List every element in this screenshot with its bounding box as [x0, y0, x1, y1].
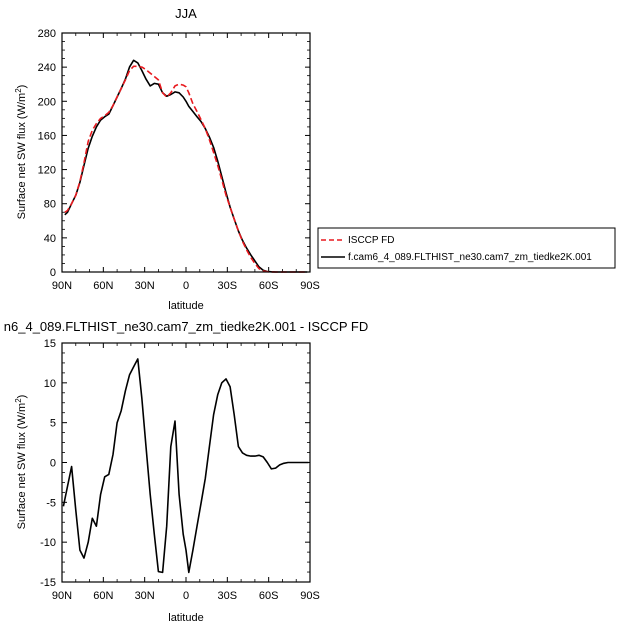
y-tick-label: -15 [40, 577, 56, 589]
bottom-panel: n6_4_089.FLTHIST_ne30.cam7_zm_tiedke2K.0… [4, 319, 368, 624]
top-x-axis-label: latitude [168, 300, 203, 312]
series-line-difference [62, 358, 309, 574]
y-tick-label: 15 [44, 338, 56, 350]
x-tick-label: 60S [259, 590, 279, 602]
x-tick-label: 60S [259, 280, 279, 292]
y-tick-label: 10 [44, 378, 56, 390]
y-tick-label: 120 [38, 165, 56, 177]
y-tick-label: 0 [50, 458, 56, 470]
x-tick-label: 60N [93, 280, 113, 292]
series-line-isccp [64, 65, 308, 273]
y-tick-label: 0 [50, 267, 56, 279]
bottom-panel-title: n6_4_089.FLTHIST_ne30.cam7_zm_tiedke2K.0… [4, 319, 368, 334]
x-tick-label: 60N [93, 590, 113, 602]
bottom-y-axis-label: Surface net SW flux (W/m2) [14, 395, 28, 530]
x-tick-label: 30S [218, 590, 238, 602]
legend-label-model: f.cam6_4_089.FLTHIST_ne30.cam7_zm_tiedke… [348, 252, 592, 263]
legend-label-isccp: ISCCP FD [348, 235, 395, 246]
x-tick-label: 90S [300, 590, 320, 602]
x-tick-label: 0 [183, 590, 189, 602]
legend: ISCCP FD f.cam6_4_089.FLTHIST_ne30.cam7_… [317, 227, 616, 269]
series-line-model [64, 59, 308, 273]
top-panel-title: JJA [175, 6, 197, 21]
y-tick-label: 280 [38, 28, 56, 40]
x-tick-label: 0 [183, 280, 189, 292]
legend-box [317, 227, 616, 269]
y-tick-label: 40 [44, 233, 56, 245]
x-tick-label: 30S [218, 280, 238, 292]
bottom-plot-frame [61, 342, 311, 583]
x-tick-label: 90N [52, 280, 72, 292]
top-panel: JJA 0 40 80 120 160 200 240 280 90N 60N 30N 0 30S 60… [14, 6, 320, 312]
x-tick-label: 90N [52, 590, 72, 602]
y-tick-label: 160 [38, 130, 56, 142]
y-tick-label: 5 [50, 418, 56, 430]
bottom-x-axis-label: latitude [168, 612, 203, 624]
y-tick-label: 240 [38, 62, 56, 74]
x-tick-label: 90S [300, 280, 320, 292]
y-tick-label: -10 [40, 537, 56, 549]
top-plot-frame [61, 32, 311, 273]
y-tick-label: 80 [44, 199, 56, 211]
x-tick-label: 30N [135, 590, 155, 602]
y-tick-label: -5 [46, 497, 56, 509]
x-tick-label: 30N [135, 280, 155, 292]
y-tick-label: 200 [38, 96, 56, 108]
top-y-axis-label: Surface net SW flux (W/m2) [14, 85, 28, 220]
